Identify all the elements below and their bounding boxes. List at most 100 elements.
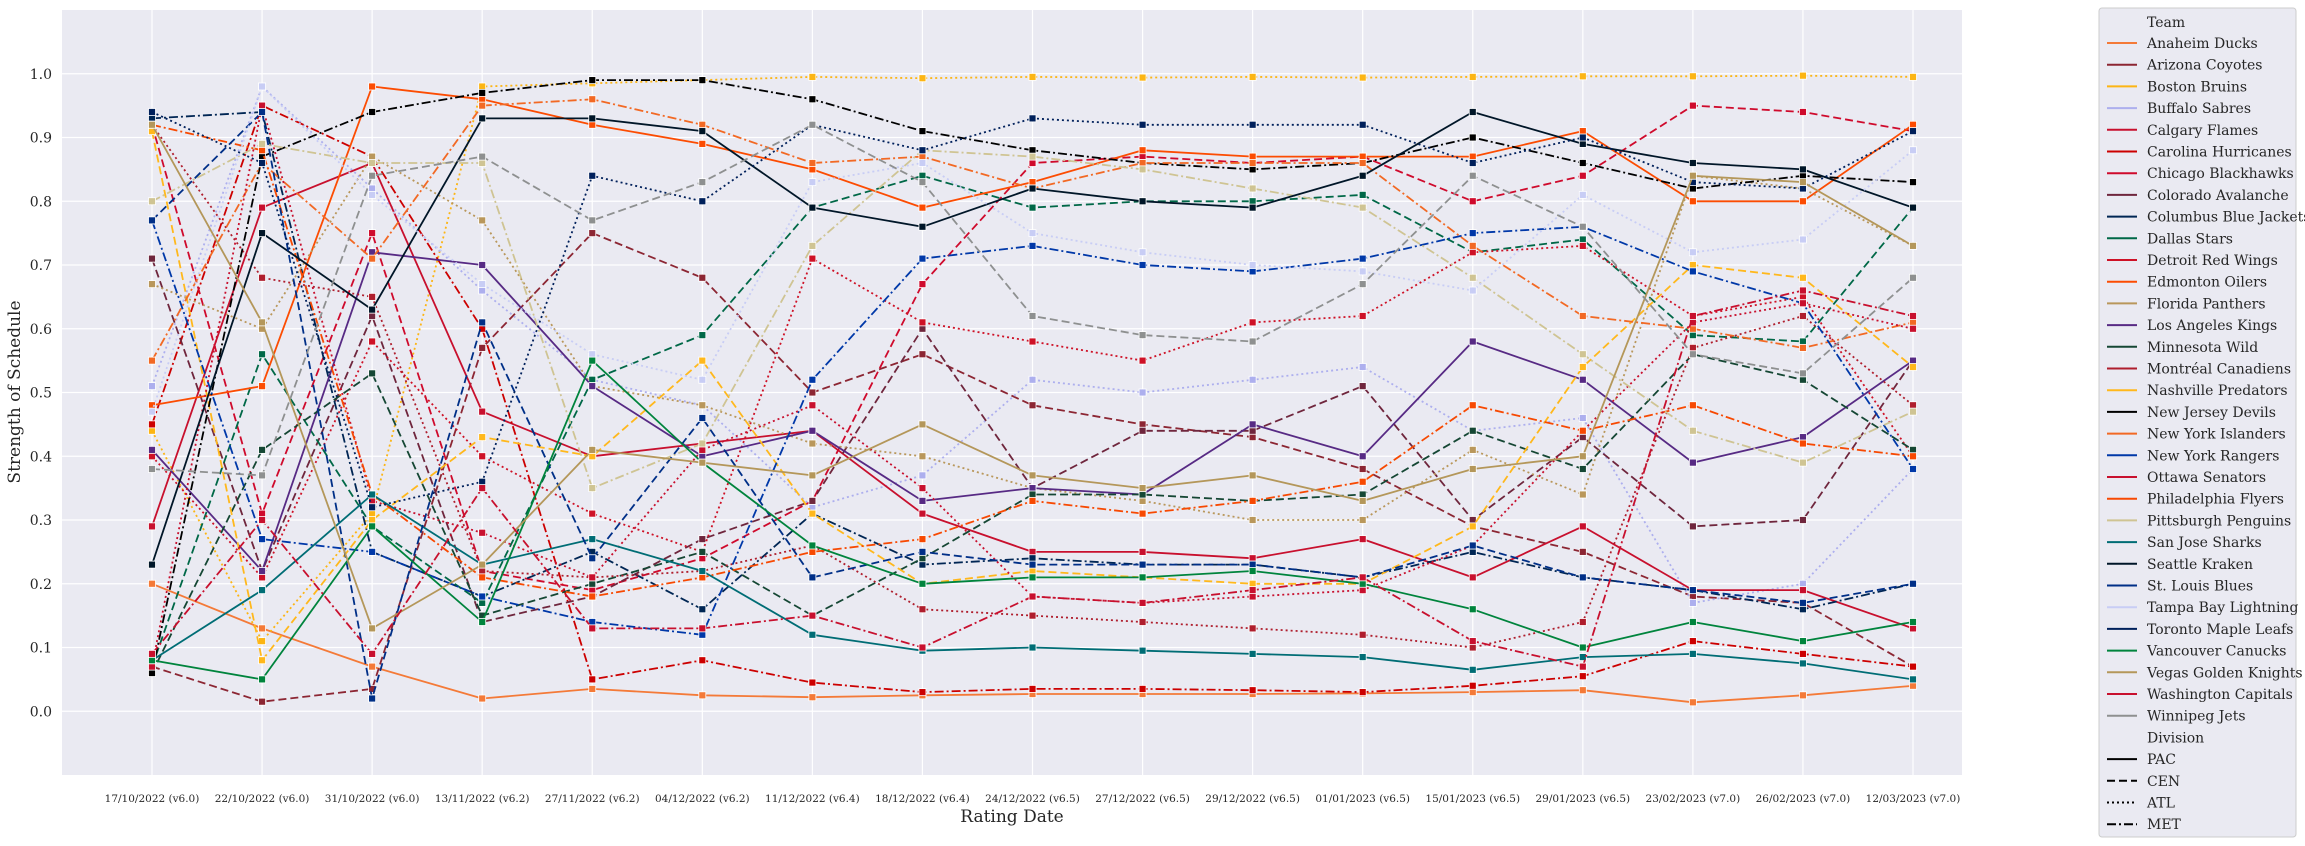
data-point	[1248, 496, 1257, 505]
data-point	[368, 184, 377, 193]
data-point	[918, 203, 927, 212]
data-point	[1138, 120, 1147, 129]
legend-team-title: Team	[2147, 15, 2185, 31]
data-point	[1468, 171, 1477, 180]
data-point	[918, 420, 927, 429]
data-point	[1909, 203, 1917, 212]
data-point	[1248, 433, 1257, 442]
data-point	[918, 547, 927, 556]
data-point	[1248, 426, 1257, 435]
data-point	[258, 675, 266, 684]
data-point	[918, 471, 927, 480]
data-point	[918, 318, 927, 327]
x-tick-label: 27/12/2022 (v6.5)	[1095, 793, 1190, 805]
legend-frame	[2098, 7, 2297, 838]
data-point	[1688, 426, 1697, 435]
data-point	[1138, 165, 1147, 174]
data-point	[1688, 401, 1697, 410]
data-point	[1909, 363, 1917, 371]
series-line	[151, 85, 1914, 604]
legend-team-label: Tampa Bay Lightning	[2147, 600, 2299, 616]
data-point	[1909, 624, 1917, 633]
data-point	[368, 503, 377, 512]
data-point	[258, 146, 266, 155]
x-tick-label: 23/02/2023 (v7.0)	[1646, 793, 1741, 805]
data-point	[698, 401, 707, 410]
data-point	[808, 547, 817, 556]
data-point	[368, 516, 377, 524]
data-point	[1688, 331, 1697, 340]
data-point	[1248, 318, 1257, 327]
x-tick-label: 11/12/2022 (v6.4)	[765, 793, 860, 805]
data-point	[478, 618, 487, 626]
data-point	[918, 554, 927, 563]
data-point	[1578, 350, 1587, 359]
data-point	[698, 605, 707, 614]
data-point	[588, 573, 597, 582]
data-point	[478, 598, 487, 607]
data-point	[258, 567, 266, 575]
data-point	[1909, 445, 1917, 454]
data-point	[1248, 686, 1257, 695]
data-point	[258, 318, 266, 327]
data-point	[808, 178, 817, 187]
data-point	[1909, 465, 1917, 473]
data-point	[1138, 490, 1147, 499]
data-point	[1799, 165, 1807, 174]
legend-team-label: Ottawa Senators	[2147, 470, 2266, 486]
x-tick-labels: 17/10/2022 (v6.0) 22/10/2022 (v6.0) 31/10/…	[105, 793, 1961, 805]
data-point	[368, 312, 377, 320]
x-tick-label: 29/01/2023 (v6.5)	[1535, 793, 1630, 805]
data-point	[148, 579, 156, 588]
legend-team-label: Nashville Predators	[2147, 383, 2288, 399]
legend-team-label: Philadelphia Flyers	[2147, 492, 2284, 508]
data-point	[478, 567, 487, 575]
data-point	[478, 452, 487, 461]
data-point	[1358, 382, 1367, 391]
data-point	[698, 127, 707, 136]
data-point	[1138, 484, 1147, 493]
data-point	[1578, 235, 1587, 244]
data-point	[1248, 73, 1257, 81]
x-tick-label: 24/12/2022 (v6.5)	[985, 793, 1080, 805]
legend-division-label: CEN	[2147, 774, 2180, 790]
data-point	[368, 547, 377, 556]
data-point	[1578, 222, 1587, 231]
data-point	[1028, 592, 1037, 601]
data-point	[1468, 248, 1477, 257]
data-point	[588, 171, 597, 180]
data-point	[1358, 465, 1367, 473]
data-point	[698, 139, 707, 148]
data-point	[1358, 254, 1367, 263]
series-new-jersey-devils	[148, 76, 1917, 677]
legend-division-label: ATL	[2146, 796, 2175, 812]
data-point	[1138, 420, 1147, 429]
data-point	[1688, 248, 1697, 257]
data-point	[1358, 363, 1367, 371]
data-point	[1578, 686, 1587, 695]
data-point	[148, 522, 156, 531]
data-point	[1138, 248, 1147, 257]
data-point	[1248, 197, 1257, 206]
data-point	[1468, 665, 1477, 674]
y-tick-label: 0.3	[30, 513, 52, 529]
data-point	[1028, 496, 1037, 505]
data-point	[1138, 618, 1147, 626]
data-point	[1248, 261, 1257, 269]
data-point	[478, 280, 487, 289]
data-point	[1468, 643, 1477, 652]
legend-team-label: Vegas Golden Knights	[2146, 665, 2303, 681]
data-point	[1468, 73, 1477, 81]
data-point	[1578, 159, 1587, 167]
data-point	[368, 337, 377, 346]
data-point	[1688, 618, 1697, 626]
data-point	[1909, 273, 1917, 282]
data-point	[1578, 573, 1587, 582]
data-point	[258, 697, 266, 706]
data-point	[1909, 356, 1917, 365]
legend-team-label: Pittsburgh Penguins	[2147, 513, 2291, 529]
data-point	[1688, 171, 1697, 180]
data-point	[1248, 203, 1257, 212]
legend-team-label: Carolina Hurricanes	[2147, 145, 2292, 161]
